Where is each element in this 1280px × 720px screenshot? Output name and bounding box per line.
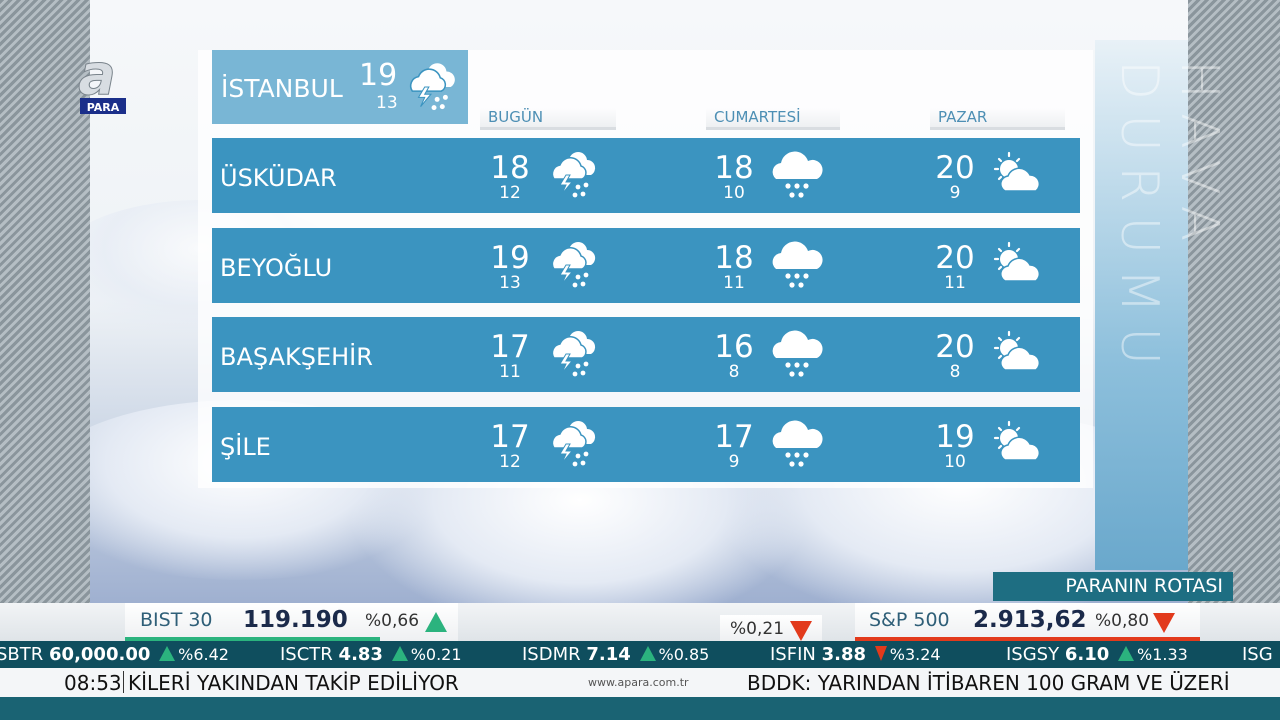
day-forecast: 20 8 [933, 317, 1073, 392]
high-temp: 20 [935, 150, 975, 186]
rain-icon [768, 148, 828, 202]
index-bist30: BIST 30 119.190 %0,66 [125, 603, 458, 641]
low-temp: 9 [949, 183, 961, 203]
low-temp: 12 [499, 183, 521, 203]
day-forecast: 17 12 [488, 407, 628, 482]
high-temp: 17 [714, 419, 754, 455]
city-low: 13 [376, 93, 398, 113]
thunderstorm-icon [544, 417, 604, 471]
high-temp: 19 [935, 419, 975, 455]
index-middle: %0,21 [720, 615, 822, 641]
high-temp: 18 [714, 150, 754, 186]
column-today: BUGÜN [480, 108, 616, 130]
stock-item: ISDMR 7.14 %0.85 [522, 644, 710, 665]
district-name: BEYOĞLU [220, 254, 333, 282]
headline: KİLERİ YAKINDAN TAKİP EDİLİYOR [128, 671, 459, 695]
headline: BDDK: YARINDAN İTİBAREN 100 GRAM VE ÜZER… [747, 671, 1230, 695]
background-left [0, 0, 90, 603]
stock-ticker: SBTR 60,000.00 %6.42 ISCTR 4.83 %0.21 ISDM… [0, 641, 1280, 668]
high-temp: 17 [490, 419, 530, 455]
partly-sunny-icon [989, 417, 1049, 471]
city-summary: İSTANBUL 19 13 [212, 50, 468, 124]
day-forecast: 19 10 [933, 407, 1073, 482]
arrow-up-icon [391, 646, 408, 661]
rain-icon [768, 417, 828, 471]
arrow-up-icon [639, 646, 656, 661]
day-forecast: 18 10 [712, 138, 852, 213]
high-temp: 17 [490, 329, 530, 365]
arrow-down-icon [874, 646, 887, 661]
district-name: ÜSKÜDAR [220, 164, 337, 192]
day-forecast: 17 9 [712, 407, 852, 482]
index-sp500: S&P 500 2.913,62 %0,80 [855, 603, 1200, 641]
low-temp: 11 [499, 362, 521, 382]
day-forecast: 17 11 [488, 317, 628, 392]
day-forecast: 18 12 [488, 138, 628, 213]
low-temp: 8 [949, 362, 961, 382]
stock-item: ISG [1242, 644, 1273, 665]
day-forecast: 18 11 [712, 228, 852, 303]
news-ticker: 08:53 KİLERİ YAKINDAN TAKİP EDİLİYOR www… [0, 668, 1280, 697]
partly-sunny-icon [989, 238, 1049, 292]
channel-logo: a PARA [78, 48, 126, 114]
stock-item: ISGSY 6.10 %1.33 [1006, 644, 1188, 665]
side-title-strip: HAVA DURUMU [1095, 40, 1229, 570]
partly-sunny-icon [989, 148, 1049, 202]
district-name: ŞİLE [220, 433, 271, 461]
low-temp: 11 [944, 273, 966, 293]
side-title: HAVA DURUMU [1109, 60, 1229, 380]
thunderstorm-icon [544, 327, 604, 381]
high-temp: 16 [714, 329, 754, 365]
thunderstorm-icon [544, 148, 604, 202]
day-forecast: 16 8 [712, 317, 852, 392]
low-temp: 9 [728, 452, 740, 472]
program-title: PARANIN ROTASI [993, 572, 1233, 601]
low-temp: 10 [723, 183, 745, 203]
day-forecast: 20 9 [933, 138, 1073, 213]
district-row: ŞİLE 17 12 17 9 19 10 [212, 407, 1080, 482]
arrow-up-icon [425, 612, 447, 632]
thunderstorm-icon [544, 238, 604, 292]
rain-icon [768, 327, 828, 381]
arrow-up-icon [1118, 646, 1134, 661]
thunderstorm-icon [402, 60, 464, 114]
day-forecast: 20 11 [933, 228, 1073, 303]
district-row: BAŞAKŞEHİR 17 11 16 8 20 8 [212, 317, 1080, 392]
city-high: 19 [359, 58, 398, 93]
bottom-bar [0, 697, 1280, 720]
stock-item: ISCTR 4.83 %0.21 [280, 644, 462, 665]
low-temp: 8 [728, 362, 740, 382]
high-temp: 20 [935, 329, 975, 365]
column-saturday: CUMARTESİ [706, 108, 840, 130]
district-row: BEYOĞLU 19 13 18 11 20 11 [212, 228, 1080, 303]
high-temp: 19 [490, 240, 530, 276]
arrow-down-icon [1153, 613, 1175, 633]
high-temp: 18 [490, 150, 530, 186]
column-sunday: PAZAR [930, 108, 1065, 130]
stock-item: ISFIN 3.88 %3.24 [770, 644, 941, 665]
high-temp: 20 [935, 240, 975, 276]
low-temp: 13 [499, 273, 521, 293]
background-right [1188, 0, 1280, 603]
low-temp: 10 [944, 452, 966, 472]
rain-icon [768, 238, 828, 292]
arrow-up-icon [159, 646, 176, 661]
svg-text:PARA: PARA [87, 101, 120, 114]
city-name: İSTANBUL [221, 74, 343, 103]
stock-item: SBTR 60,000.00 %6.42 [0, 644, 229, 665]
district-row: ÜSKÜDAR 18 12 18 10 20 9 [212, 138, 1080, 213]
low-temp: 12 [499, 452, 521, 472]
partly-sunny-icon [989, 327, 1049, 381]
clock: 08:53 [64, 671, 122, 695]
website: www.apara.com.tr [588, 676, 689, 689]
district-name: BAŞAKŞEHİR [220, 343, 373, 371]
day-forecast: 19 13 [488, 228, 628, 303]
arrow-down-icon [790, 621, 812, 641]
low-temp: 11 [723, 273, 745, 293]
high-temp: 18 [714, 240, 754, 276]
